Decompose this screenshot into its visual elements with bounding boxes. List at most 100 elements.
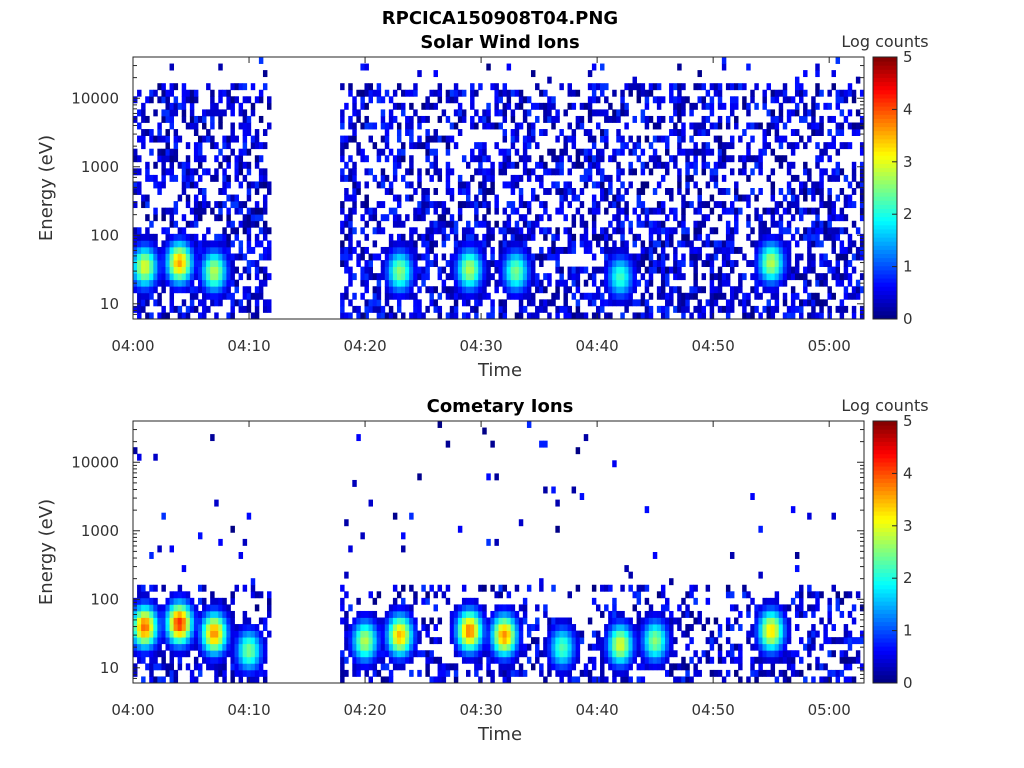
heatmap-cell — [620, 279, 625, 287]
heatmap-cell — [348, 168, 353, 176]
heatmap-cell — [835, 253, 841, 261]
heatmap-cell — [608, 292, 613, 300]
colorbar-step — [873, 617, 897, 623]
heatmap-cell — [478, 83, 483, 91]
heatmap-cell — [421, 266, 426, 274]
heatmap-cell — [189, 89, 195, 97]
heatmap-cell — [181, 286, 187, 294]
heatmap-cell — [514, 650, 520, 658]
x-tick-label: 04:30 — [459, 701, 502, 719]
heatmap-cell — [786, 266, 792, 274]
heatmap-cell — [133, 188, 138, 195]
heatmap-cell — [774, 643, 780, 651]
heatmap-cell — [141, 115, 146, 123]
heatmap-cell — [551, 637, 556, 645]
heatmap-cell — [644, 506, 650, 514]
heatmap-cell — [685, 676, 690, 684]
heatmap-cell — [214, 214, 219, 222]
heatmap-cell — [445, 207, 451, 215]
heatmap-cell — [705, 181, 711, 189]
heatmap-cell — [185, 220, 191, 228]
heatmap-cell — [482, 194, 487, 202]
heatmap-cell — [811, 188, 816, 195]
heatmap-cell — [165, 115, 170, 123]
heatmap-cell — [474, 630, 479, 638]
heatmap-cell — [226, 102, 231, 110]
heatmap-cell — [352, 663, 357, 671]
heatmap-cell — [384, 286, 390, 294]
heatmap-cell — [770, 260, 776, 267]
heatmap-cell — [409, 253, 414, 261]
heatmap-cell — [376, 669, 382, 677]
heatmap-cell — [405, 610, 410, 618]
heatmap-cell — [218, 273, 223, 281]
heatmap-cell — [807, 260, 812, 267]
heatmap-cell — [502, 220, 508, 228]
heatmap-cell — [794, 591, 800, 599]
heatmap-cell — [360, 292, 365, 300]
heatmap-cell — [498, 299, 503, 307]
heatmap-cell — [137, 637, 142, 645]
heatmap-cell — [823, 220, 828, 228]
heatmap-cell — [750, 135, 755, 143]
heatmap-cell — [413, 253, 418, 261]
heatmap-cell — [786, 188, 792, 195]
heatmap-cell — [502, 115, 508, 123]
heatmap-cell — [778, 656, 784, 664]
heatmap-cell — [563, 643, 568, 651]
heatmap-cell — [478, 201, 483, 209]
heatmap-cell — [656, 181, 662, 189]
heatmap-cell — [774, 617, 780, 625]
heatmap-cell — [815, 207, 820, 215]
heatmap-cell — [859, 181, 865, 189]
heatmap-cell — [157, 643, 162, 651]
heatmap-cell — [425, 273, 430, 281]
heatmap-cell — [547, 279, 552, 287]
heatmap-cell — [490, 233, 495, 241]
heatmap-cell — [197, 201, 203, 209]
heatmap-cell — [478, 650, 483, 658]
heatmap-cell — [595, 201, 601, 209]
heatmap-cell — [616, 174, 621, 182]
heatmap-cell — [202, 188, 207, 195]
heatmap-cell — [855, 637, 861, 645]
heatmap-cell — [173, 155, 179, 163]
heatmap-cell — [571, 102, 577, 110]
heatmap-cell — [705, 584, 711, 592]
heatmap-cell — [701, 650, 707, 658]
heatmap-cell — [778, 89, 784, 97]
heatmap-cell — [717, 96, 723, 104]
heatmap-cell — [677, 63, 682, 71]
heatmap-cell — [799, 273, 804, 281]
heatmap-cell — [238, 168, 244, 176]
heatmap-cell — [774, 630, 780, 638]
colorbar-step — [873, 171, 897, 177]
heatmap-cell — [600, 233, 605, 241]
heatmap-cell — [746, 63, 751, 71]
heatmap-cell — [486, 109, 491, 117]
heatmap-cell — [559, 279, 564, 287]
heatmap-cell — [388, 109, 394, 117]
heatmap-cell — [587, 70, 593, 78]
heatmap-cell — [461, 266, 467, 274]
heatmap-cell — [689, 240, 694, 248]
heatmap-cell — [437, 174, 443, 182]
heatmap-cell — [392, 650, 398, 658]
heatmap-cell — [392, 266, 398, 274]
heatmap-cell — [636, 233, 642, 241]
heatmap-cell — [600, 174, 605, 182]
heatmap-cell — [815, 597, 820, 605]
heatmap-cell — [620, 630, 625, 638]
heatmap-cell — [571, 486, 577, 494]
heatmap-cell — [681, 253, 686, 261]
heatmap-cell — [392, 286, 398, 294]
plot-frame — [132, 420, 865, 684]
heatmap-cell — [811, 624, 816, 631]
heatmap-cell — [368, 96, 373, 104]
heatmap-cell — [486, 63, 491, 71]
heatmap-cell — [502, 89, 508, 97]
heatmap-cell — [677, 129, 682, 136]
colorbar-tick-label: 5 — [903, 48, 913, 66]
heatmap-cell — [616, 246, 621, 254]
colorbar-step — [873, 233, 897, 238]
